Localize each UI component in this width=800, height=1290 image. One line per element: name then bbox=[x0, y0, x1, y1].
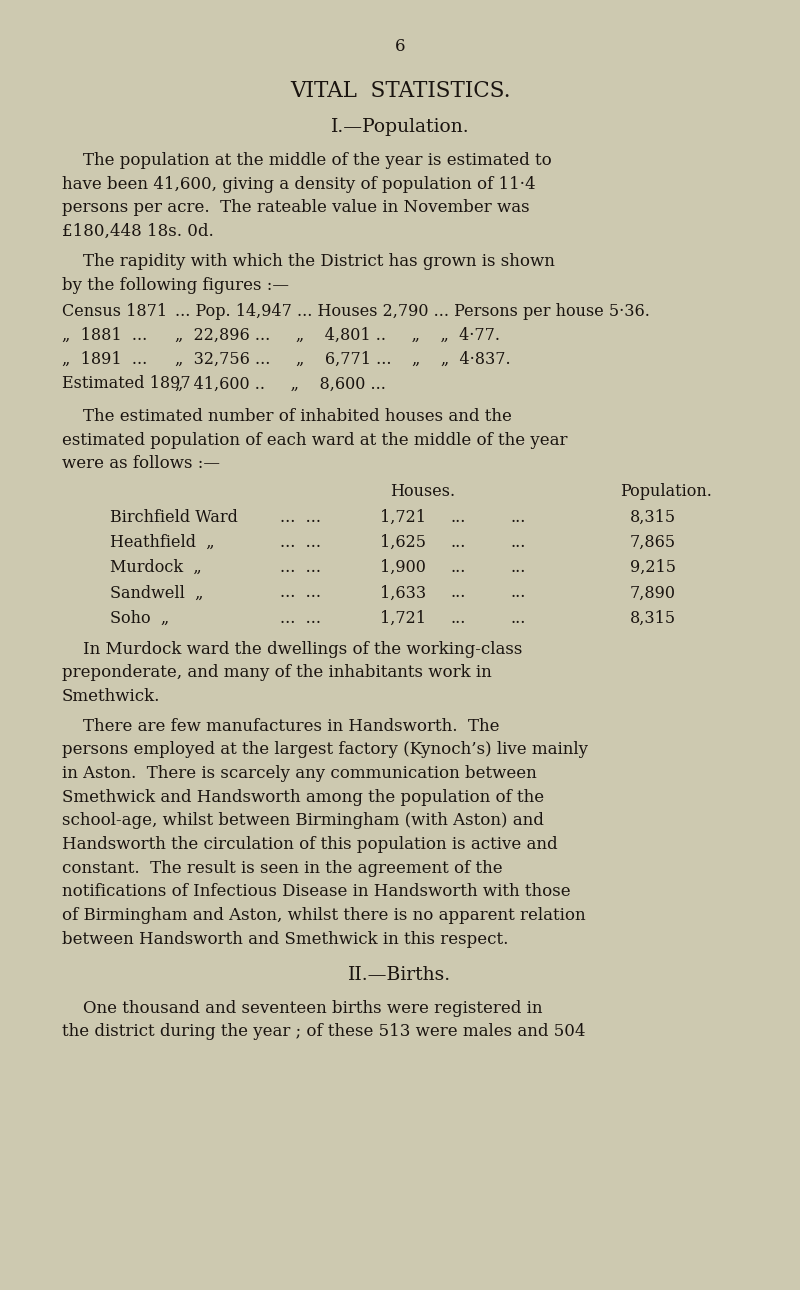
Text: persons per acre.  The rateable value in November was: persons per acre. The rateable value in … bbox=[62, 200, 530, 217]
Text: persons employed at the largest factory (Kynoch’s) live mainly: persons employed at the largest factory … bbox=[62, 742, 588, 759]
Text: ...  ...: ... ... bbox=[280, 584, 321, 601]
Text: Houses.: Houses. bbox=[390, 484, 455, 501]
Text: 7,865: 7,865 bbox=[630, 534, 676, 551]
Text: estimated population of each ward at the middle of the year: estimated population of each ward at the… bbox=[62, 432, 567, 449]
Text: Birchfield Ward: Birchfield Ward bbox=[110, 508, 238, 525]
Text: Smethwick and Handsworth among the population of the: Smethwick and Handsworth among the popul… bbox=[62, 788, 544, 805]
Text: in Aston.  There is scarcely any communication between: in Aston. There is scarcely any communic… bbox=[62, 765, 537, 782]
Text: ...: ... bbox=[450, 559, 466, 577]
Text: Estimated 1897: Estimated 1897 bbox=[62, 375, 190, 392]
Text: „  1881  ...: „ 1881 ... bbox=[62, 326, 147, 343]
Text: ...: ... bbox=[510, 610, 526, 627]
Text: ...: ... bbox=[450, 534, 466, 551]
Text: the district during the year ; of these 513 were males and 504: the district during the year ; of these … bbox=[62, 1023, 586, 1040]
Text: „  41,600 ..     „    8,600 ...: „ 41,600 .. „ 8,600 ... bbox=[175, 375, 386, 392]
Text: Population.: Population. bbox=[620, 484, 712, 501]
Text: 6: 6 bbox=[394, 37, 406, 55]
Text: VITAL  STATISTICS.: VITAL STATISTICS. bbox=[290, 80, 510, 102]
Text: 7,890: 7,890 bbox=[630, 584, 676, 601]
Text: ... Pop. 14,947 ... Houses 2,790 ... Persons per house 5·36.: ... Pop. 14,947 ... Houses 2,790 ... Per… bbox=[175, 302, 650, 320]
Text: ...: ... bbox=[510, 584, 526, 601]
Text: 1,721: 1,721 bbox=[380, 610, 426, 627]
Text: Soho  „: Soho „ bbox=[110, 610, 170, 627]
Text: The estimated number of inhabited houses and the: The estimated number of inhabited houses… bbox=[62, 408, 512, 424]
Text: The population at the middle of the year is estimated to: The population at the middle of the year… bbox=[62, 152, 552, 169]
Text: between Handsworth and Smethwick in this respect.: between Handsworth and Smethwick in this… bbox=[62, 930, 508, 948]
Text: ...: ... bbox=[450, 610, 466, 627]
Text: Murdock  „: Murdock „ bbox=[110, 559, 202, 577]
Text: ...: ... bbox=[510, 559, 526, 577]
Text: „  1891  ...: „ 1891 ... bbox=[62, 351, 147, 368]
Text: ...: ... bbox=[510, 508, 526, 525]
Text: 1,633: 1,633 bbox=[380, 584, 426, 601]
Text: 8,315: 8,315 bbox=[630, 610, 676, 627]
Text: Census 1871: Census 1871 bbox=[62, 302, 167, 320]
Text: 8,315: 8,315 bbox=[630, 508, 676, 525]
Text: I.—Population.: I.—Population. bbox=[330, 119, 470, 137]
Text: constant.  The result is seen in the agreement of the: constant. The result is seen in the agre… bbox=[62, 859, 502, 876]
Text: preponderate, and many of the inhabitants work in: preponderate, and many of the inhabitant… bbox=[62, 664, 492, 681]
Text: ...  ...: ... ... bbox=[280, 610, 321, 627]
Text: Handsworth the circulation of this population is active and: Handsworth the circulation of this popul… bbox=[62, 836, 558, 853]
Text: One thousand and seventeen births were registered in: One thousand and seventeen births were r… bbox=[62, 1000, 542, 1017]
Text: have been 41,600, giving a density of population of 11·4: have been 41,600, giving a density of po… bbox=[62, 175, 536, 192]
Text: ...: ... bbox=[450, 508, 466, 525]
Text: The rapidity with which the District has grown is shown: The rapidity with which the District has… bbox=[62, 254, 555, 271]
Text: ...: ... bbox=[450, 584, 466, 601]
Text: ...  ...: ... ... bbox=[280, 534, 321, 551]
Text: ...  ...: ... ... bbox=[280, 559, 321, 577]
Text: ...  ...: ... ... bbox=[280, 508, 321, 525]
Text: „  22,896 ...     „    4,801 ..     „    „  4·77.: „ 22,896 ... „ 4,801 .. „ „ 4·77. bbox=[175, 326, 500, 343]
Text: by the following figures :—: by the following figures :— bbox=[62, 277, 289, 294]
Text: 1,625: 1,625 bbox=[380, 534, 426, 551]
Text: Sandwell  „: Sandwell „ bbox=[110, 584, 203, 601]
Text: ...: ... bbox=[510, 534, 526, 551]
Text: of Birmingham and Aston, whilst there is no apparent relation: of Birmingham and Aston, whilst there is… bbox=[62, 907, 586, 924]
Text: There are few manufactures in Handsworth.  The: There are few manufactures in Handsworth… bbox=[62, 717, 499, 734]
Text: II.—Births.: II.—Births. bbox=[349, 966, 451, 984]
Text: Heathfield  „: Heathfield „ bbox=[110, 534, 214, 551]
Text: 9,215: 9,215 bbox=[630, 559, 676, 577]
Text: were as follows :—: were as follows :— bbox=[62, 455, 220, 472]
Text: notifications of Infectious Disease in Handsworth with those: notifications of Infectious Disease in H… bbox=[62, 884, 570, 900]
Text: Smethwick.: Smethwick. bbox=[62, 688, 160, 706]
Text: school-age, whilst between Birmingham (with Aston) and: school-age, whilst between Birmingham (w… bbox=[62, 813, 544, 829]
Text: 1,900: 1,900 bbox=[380, 559, 426, 577]
Text: 1,721: 1,721 bbox=[380, 508, 426, 525]
Text: £180,448 18s. 0d.: £180,448 18s. 0d. bbox=[62, 223, 214, 240]
Text: In Murdock ward the dwellings of the working-class: In Murdock ward the dwellings of the wor… bbox=[62, 641, 522, 658]
Text: „  32,756 ...     „    6,771 ...    „    „  4·837.: „ 32,756 ... „ 6,771 ... „ „ 4·837. bbox=[175, 351, 510, 368]
